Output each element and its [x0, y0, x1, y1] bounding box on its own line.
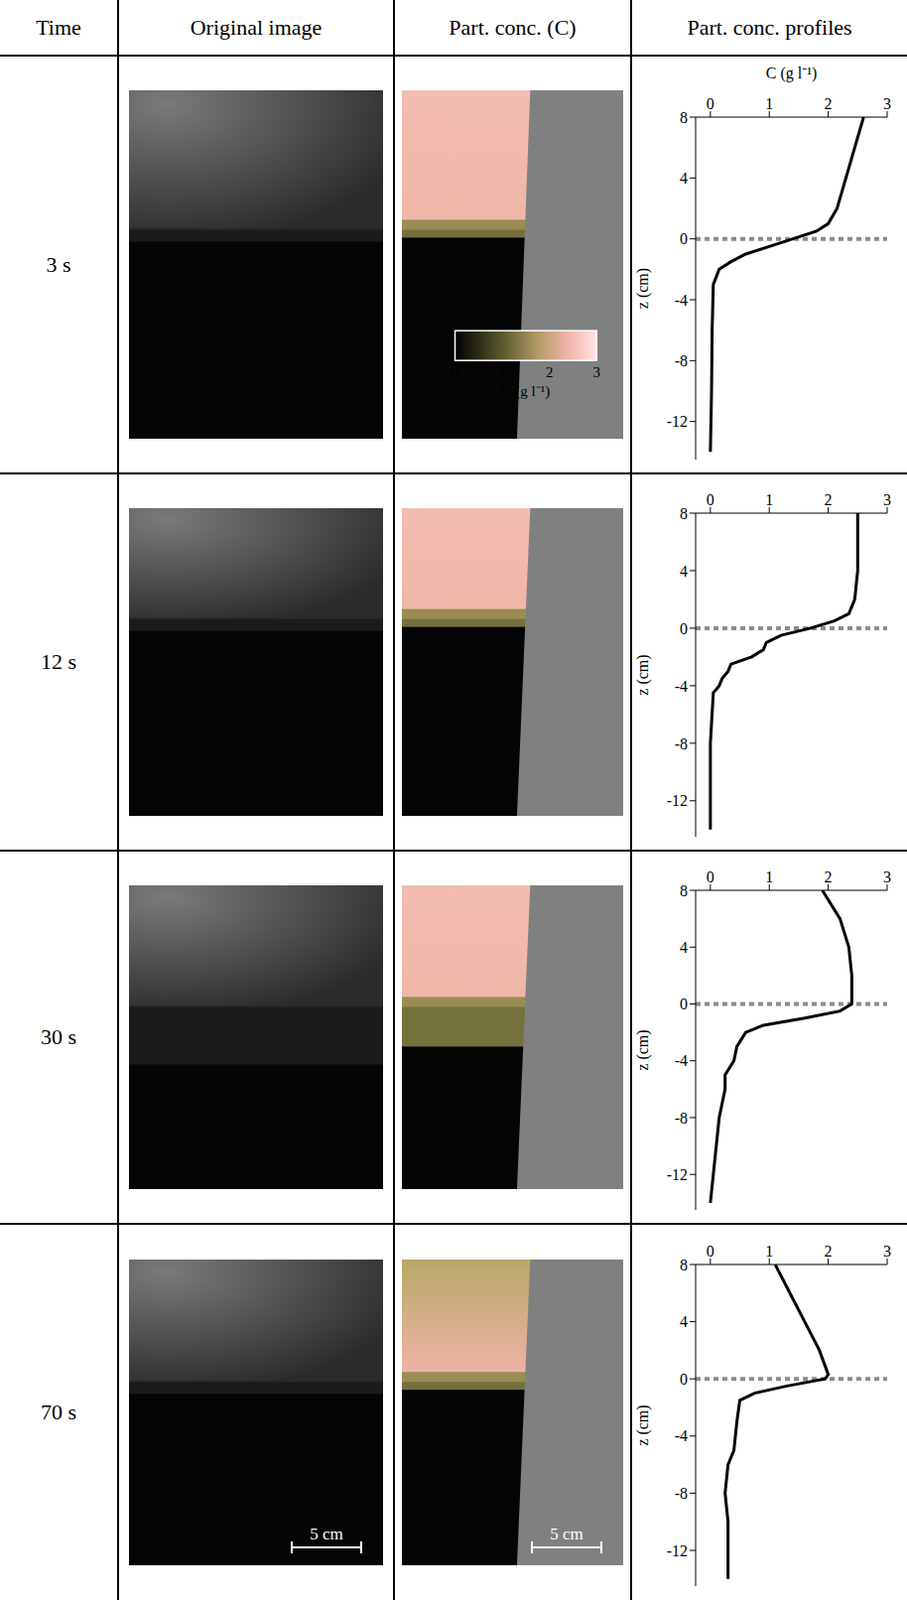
svg-text:1: 1 — [765, 1242, 774, 1260]
svg-text:0: 0 — [679, 1370, 688, 1388]
html-text:70 s: 70 s — [40, 1399, 77, 1425]
svg-text:8: 8 — [679, 1256, 688, 1274]
svg-text:2: 2 — [824, 95, 833, 113]
html-text:Time: Time — [35, 14, 82, 40]
svg-text:2: 2 — [824, 491, 833, 509]
svg-text:C (g l⁻¹): C (g l⁻¹) — [502, 383, 551, 400]
svg-text:z (cm): z (cm) — [634, 1404, 652, 1445]
svg-text:3: 3 — [883, 1242, 892, 1260]
svg-text:2: 2 — [545, 364, 554, 381]
svg-text:1: 1 — [498, 364, 507, 381]
svg-text:-12: -12 — [666, 1542, 688, 1559]
svg-text:8: 8 — [679, 109, 688, 127]
svg-text:8: 8 — [679, 505, 688, 522]
svg-text:-8: -8 — [674, 735, 688, 753]
svg-text:-8: -8 — [674, 352, 688, 370]
svg-text:3: 3 — [883, 491, 892, 509]
svg-text:1: 1 — [765, 95, 774, 113]
html-text:Part. conc. (C): Part. conc. (C) — [448, 14, 577, 40]
svg-text:1: 1 — [765, 491, 774, 509]
svg-text:-12: -12 — [666, 791, 688, 809]
svg-text:-4: -4 — [674, 1426, 688, 1444]
html-text:12 s: 12 s — [40, 648, 77, 674]
svg-text:2: 2 — [824, 1242, 833, 1260]
svg-text:8: 8 — [679, 882, 688, 900]
svg-text:0: 0 — [706, 95, 715, 113]
svg-text:z (cm): z (cm) — [634, 267, 652, 309]
svg-text:3: 3 — [592, 364, 601, 381]
svg-text:-12: -12 — [666, 412, 688, 430]
svg-text:-4: -4 — [674, 291, 688, 309]
svg-text:-8: -8 — [674, 1484, 688, 1502]
svg-text:4: 4 — [679, 938, 688, 956]
svg-text:-12: -12 — [666, 1166, 688, 1183]
svg-text:0: 0 — [706, 1242, 715, 1260]
svg-text:0: 0 — [679, 995, 688, 1013]
svg-text:5 cm: 5 cm — [309, 1524, 344, 1544]
svg-text:0: 0 — [679, 620, 688, 638]
svg-text:4: 4 — [679, 169, 688, 187]
html-text:30 s: 30 s — [40, 1024, 77, 1049]
svg-text:-8: -8 — [674, 1109, 688, 1127]
svg-text:4: 4 — [679, 1312, 688, 1330]
svg-text:-4: -4 — [674, 677, 688, 695]
svg-text:C (g l⁻¹): C (g l⁻¹) — [766, 64, 818, 83]
svg-text:0: 0 — [679, 230, 688, 248]
svg-text:0: 0 — [706, 868, 715, 886]
svg-text:3: 3 — [883, 95, 892, 113]
svg-text:z (cm): z (cm) — [634, 1029, 652, 1070]
svg-text:2: 2 — [824, 868, 833, 886]
svg-text:z (cm): z (cm) — [634, 653, 652, 695]
svg-text:4: 4 — [679, 562, 688, 580]
svg-text:-4: -4 — [674, 1051, 688, 1069]
html-text:3 s: 3 s — [46, 251, 71, 277]
svg-text:1: 1 — [765, 868, 774, 886]
svg-text:0: 0 — [706, 491, 715, 509]
svg-text:5 cm: 5 cm — [549, 1524, 584, 1544]
svg-text:0: 0 — [451, 364, 460, 381]
html-text:Original image: Original image — [190, 14, 322, 40]
html-text:Part. conc. profiles: Part. conc. profiles — [687, 14, 853, 40]
svg-text:3: 3 — [883, 868, 892, 886]
